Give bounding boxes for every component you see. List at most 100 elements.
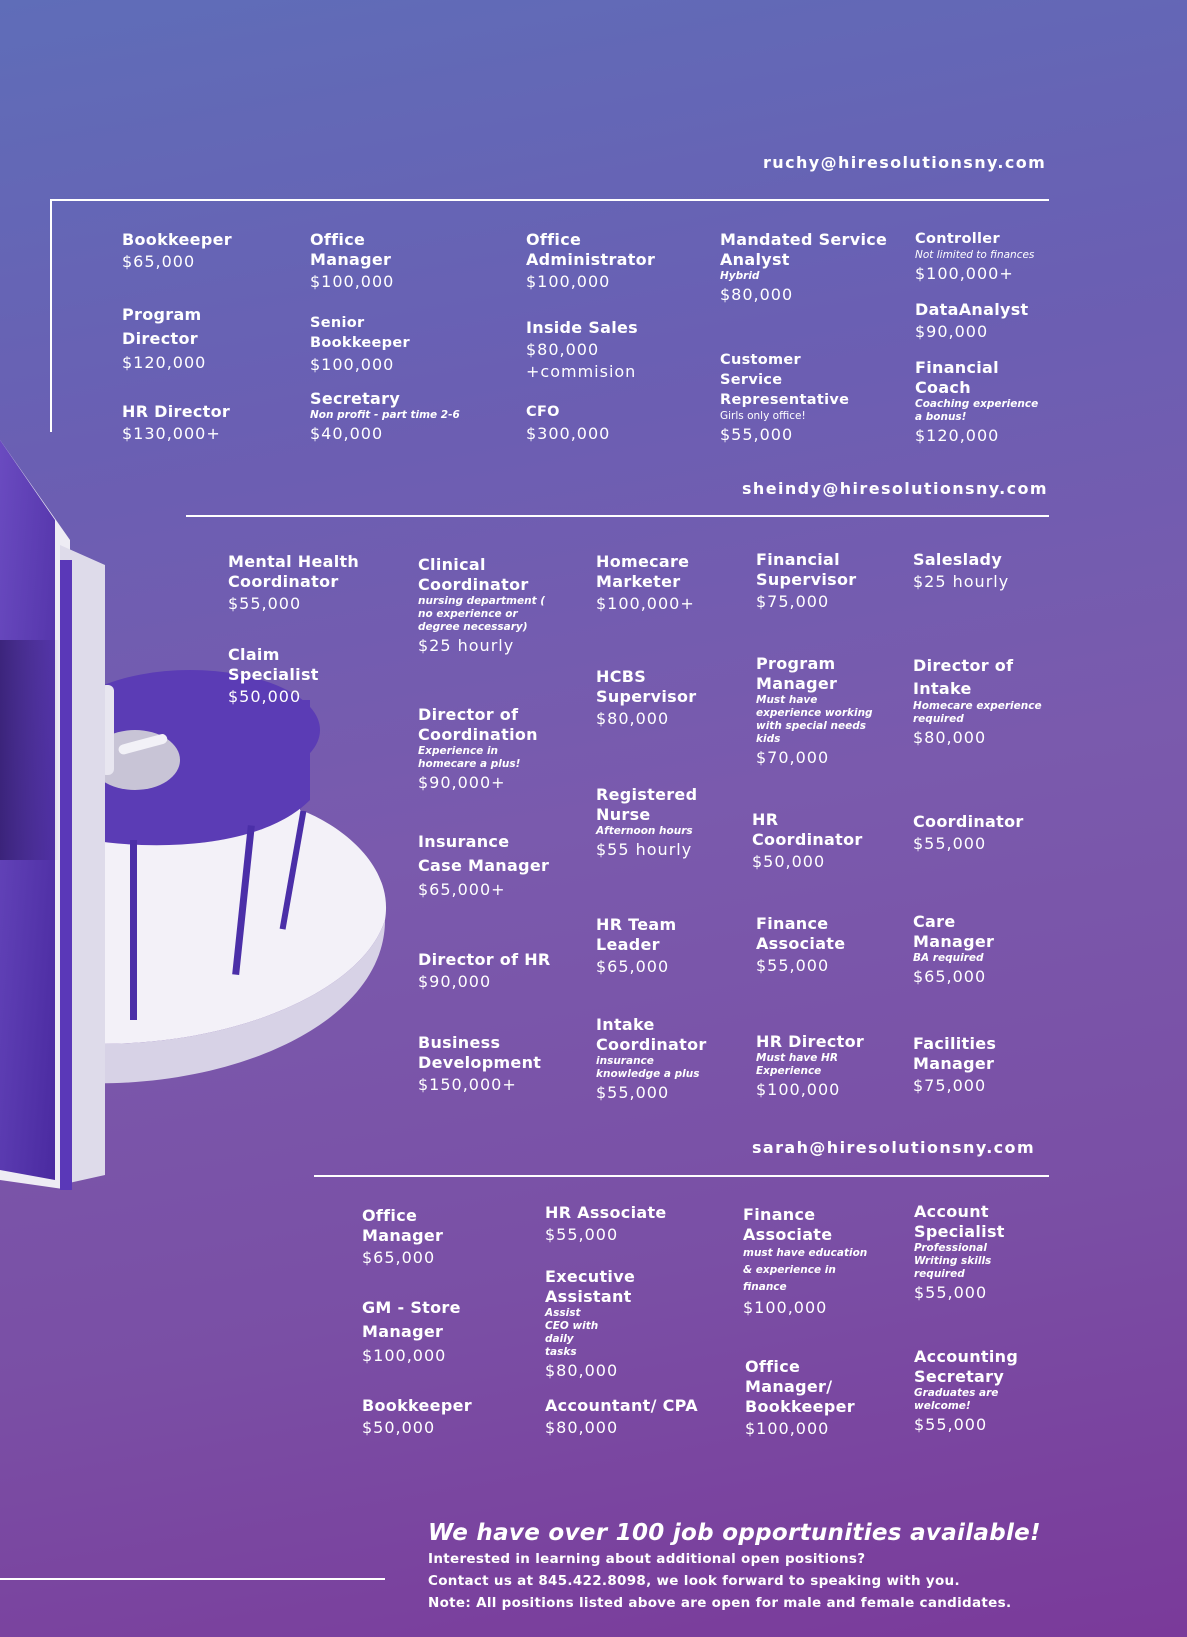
job-salary: $100,000: [362, 1346, 447, 1365]
job-listing: HR Director Must have HR Experience $100,0…: [756, 1032, 876, 1101]
job-title: Saleslady: [913, 550, 1003, 569]
job-title: Director of Coordination: [418, 705, 538, 744]
job-note: Afternoon hours: [596, 825, 693, 837]
job-listing: Bookkeeper $50,000: [362, 1396, 512, 1439]
job-listing: Accounting Secretary Graduates are welcom…: [914, 1347, 1034, 1436]
job-title: Clinical Coordinator: [418, 555, 529, 594]
job-note: Coaching experience a bonus!: [915, 398, 1039, 423]
job-note: Girls only office!: [720, 410, 806, 422]
job-salary: $55,000: [756, 956, 830, 975]
job-title: Secretary: [310, 389, 401, 408]
footer-divider: [0, 1578, 385, 1580]
job-note: Experience in homecare a plus!: [418, 745, 521, 770]
job-salary: $70,000: [756, 748, 830, 767]
footer-line: Interested in learning about additional …: [428, 1551, 866, 1567]
job-listing: Office Administrator $100,000: [526, 230, 686, 293]
job-listing: Bookkeeper $65,000: [122, 230, 282, 273]
job-note: Assist CEO with daily tasks: [545, 1307, 599, 1358]
job-listing: Financial Supervisor $75,000: [756, 550, 876, 613]
footer-headline: We have over 100 job opportunities avail…: [428, 1520, 1041, 1546]
job-title: HR Director: [122, 402, 231, 421]
job-title: Bookkeeper: [362, 1396, 472, 1415]
job-salary: $100,000: [310, 272, 395, 291]
job-salary: $75,000: [756, 592, 830, 611]
job-title: Account Specialist: [914, 1202, 1005, 1241]
job-listing: Program Director $120,000: [122, 303, 232, 374]
job-salary: $65,000: [596, 957, 670, 976]
job-title: Financial Supervisor: [756, 550, 857, 589]
job-title: Intake Coordinator: [596, 1015, 707, 1054]
job-salary: $120,000: [122, 353, 207, 372]
job-salary: $55,000: [596, 1083, 670, 1102]
job-listing: Customer Service Representative Girls onl…: [720, 350, 860, 446]
job-listing: Senior Bookkeeper $100,000: [310, 313, 430, 376]
job-title: Coordinator: [913, 812, 1024, 831]
section-divider: [50, 199, 1049, 201]
job-listing: Claim Specialist $50,000: [228, 645, 348, 708]
job-salary: $65,000: [913, 967, 987, 986]
job-title: Office Manager: [362, 1206, 444, 1245]
job-title: HR Coordinator: [752, 810, 863, 849]
job-listing: DataAnalyst $90,000: [915, 300, 1055, 343]
job-title: Customer Service Representative: [720, 352, 850, 408]
job-salary: $50,000: [228, 687, 302, 706]
job-listing: Inside Sales $80,000 +commision: [526, 318, 656, 383]
job-listing: Insurance Case Manager $65,000+: [418, 830, 558, 901]
job-title: Accounting Secretary: [914, 1347, 1019, 1386]
job-note: Graduates are welcome!: [914, 1387, 999, 1412]
job-salary: $100,000: [526, 272, 611, 291]
section-email[interactable]: ruchy@hiresolutionsny.com: [763, 153, 1047, 172]
job-salary: $80,000: [545, 1361, 619, 1380]
job-salary: $130,000+: [122, 424, 221, 443]
job-salary: $80,000: [545, 1418, 619, 1437]
job-listing: Office Manager $65,000: [362, 1206, 472, 1269]
job-salary: $100,000: [743, 1298, 828, 1317]
job-listing: Office Manager $100,000: [310, 230, 430, 293]
job-salary: $80,000: [913, 728, 987, 747]
job-note: Not limited to finances: [915, 249, 1035, 261]
job-listing: Account Specialist Professional Writing s…: [914, 1202, 1034, 1304]
job-title: Office Manager/ Bookkeeper: [745, 1357, 855, 1416]
job-listing: Controller Not limited to finances $100,00…: [915, 229, 1055, 285]
job-title: Mandated Service Analyst: [720, 230, 888, 269]
section-divider: [314, 1175, 1049, 1177]
job-title: Finance Associate: [743, 1205, 833, 1244]
job-salary: $300,000: [526, 424, 611, 443]
footer: We have over 100 job opportunities avail…: [428, 1518, 1041, 1614]
job-title: Director of Intake: [913, 656, 1014, 698]
job-listing: Clinical Coordinator nursing department (…: [418, 555, 558, 657]
job-salary: $120,000: [915, 426, 1000, 445]
job-listing: Registered Nurse Afternoon hours $55 hourl…: [596, 785, 716, 861]
job-title: HR Associate: [545, 1203, 667, 1222]
job-title: HR Team Leader: [596, 915, 677, 954]
footer-note: Note: All positions listed above are ope…: [428, 1595, 1012, 1611]
job-salary: $90,000+: [418, 773, 506, 792]
job-listing: Facilities Manager $75,000: [913, 1034, 1023, 1097]
job-title: Care Manager: [913, 912, 995, 951]
job-listing: HCBS Supervisor $80,000: [596, 667, 716, 730]
job-listing: Director of Coordination Experience in ho…: [418, 705, 558, 794]
job-listing: HR Team Leader $65,000: [596, 915, 706, 978]
job-note: must have education & experience in fina…: [743, 1247, 868, 1293]
job-salary: $25 hourly: [913, 572, 1010, 591]
office-desk-illustration: [0, 440, 387, 1190]
job-salary: $65,000: [362, 1248, 436, 1267]
footer-contact[interactable]: Contact us at 845.422.8098, we look forw…: [428, 1573, 960, 1589]
job-note: Must have HR Experience: [756, 1052, 838, 1077]
job-title: Bookkeeper: [122, 230, 232, 249]
job-title: GM - Store Manager: [362, 1298, 461, 1341]
job-title: Accountant/ CPA: [545, 1396, 698, 1415]
job-salary: $100,000: [756, 1080, 841, 1099]
job-title: Finance Associate: [756, 914, 846, 953]
job-listing: Executive Assistant Assist CEO with daily…: [545, 1267, 655, 1382]
job-title: Senior Bookkeeper: [310, 315, 410, 351]
job-note: Hybrid: [720, 270, 760, 282]
job-salary: $55,000: [913, 834, 987, 853]
job-listing: Mental Health Coordinator $55,000: [228, 552, 378, 615]
job-listing: GM - Store Manager $100,000: [362, 1296, 477, 1367]
job-salary: $75,000: [913, 1076, 987, 1095]
job-salary: $100,000: [745, 1419, 830, 1438]
job-title: Inside Sales: [526, 318, 639, 337]
section-email[interactable]: sarah@hiresolutionsny.com: [752, 1138, 1036, 1157]
section-email[interactable]: sheindy@hiresolutionsny.com: [742, 479, 1048, 498]
